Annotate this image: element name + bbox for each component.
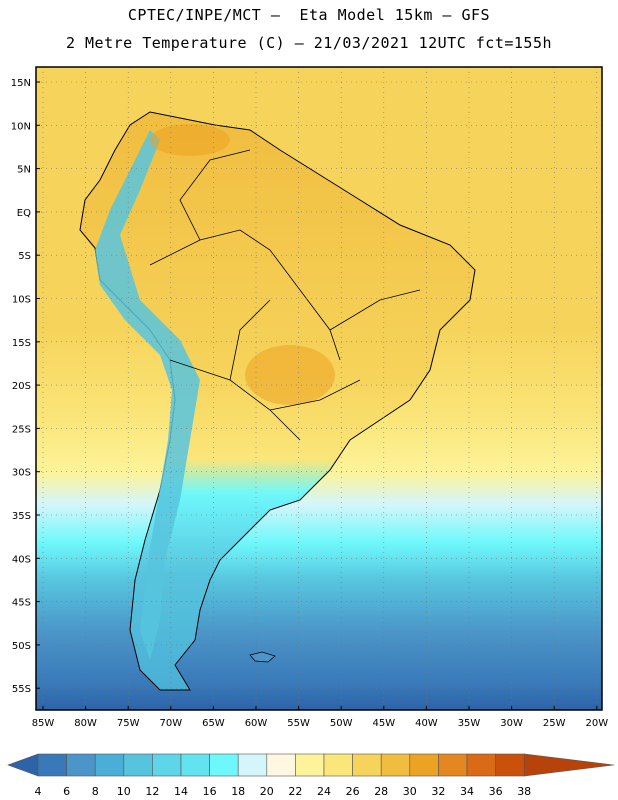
colorbar-label: 4 — [35, 785, 42, 798]
colorbar-label: 30 — [403, 785, 417, 798]
andes-cold-band — [95, 130, 200, 660]
colorbar-swatch — [180, 753, 210, 777]
colorbar-label: 34 — [460, 785, 474, 798]
longitude-label: 55W — [287, 718, 310, 729]
latitude-label: 5N — [17, 165, 31, 176]
colorbar-swatch — [94, 753, 125, 777]
chart-title-line1: CPTEC/INPE/MCT – Eta Model 15km – GFS — [127, 6, 491, 24]
colorbar-label: 22 — [288, 785, 302, 798]
latitude-label: 10S — [12, 295, 31, 306]
temperature-colorbar: 4 6 8 10 12 14 16 18 20 22 24 26 28 30 32 34 36 38 — [7, 753, 615, 798]
latitude-label: 35S — [12, 511, 31, 522]
longitude-label: 25W — [543, 718, 566, 729]
latitude-label: EQ — [17, 208, 31, 219]
colorbar-swatch — [409, 753, 439, 777]
colorbar-label: 20 — [260, 785, 274, 798]
longitude-label: 35W — [458, 718, 481, 729]
colorbar-label: 26 — [346, 785, 360, 798]
colorbar-swatch — [237, 753, 268, 777]
latitude-label: 15N — [11, 78, 31, 89]
colorbar-swatch — [295, 753, 325, 777]
longitude-label: 75W — [117, 718, 140, 729]
colorbar-swatch — [323, 753, 353, 777]
country-borders — [149, 149, 421, 441]
latitude-label: 10N — [11, 121, 31, 132]
map-frame — [35, 66, 603, 711]
colorbar-label: 14 — [174, 785, 188, 798]
colorbar-label: 28 — [374, 785, 388, 798]
colorbar-label: 32 — [431, 785, 445, 798]
longitude-label: 60W — [245, 718, 268, 729]
colorbar-label: 8 — [92, 785, 99, 798]
latitude-label: 25S — [12, 424, 31, 435]
colorbar-swatch — [495, 753, 525, 777]
longitude-label: 20W — [585, 718, 608, 729]
colorbar-swatch — [37, 753, 67, 777]
colorbar-label: 16 — [203, 785, 217, 798]
colorbar-label: 38 — [517, 785, 531, 798]
latitude-label: 20S — [12, 381, 31, 392]
longitude-label: 85W — [32, 718, 55, 729]
colorbar-arrow-left — [7, 753, 39, 777]
longitude-label: 50W — [330, 718, 353, 729]
colorbar-label: 24 — [317, 785, 331, 798]
longitude-label: 40W — [415, 718, 438, 729]
colorbar-label: 10 — [117, 785, 131, 798]
latitude-label: 50S — [12, 641, 31, 652]
colorbar-swatch — [438, 753, 468, 777]
latitude-labels: 15N 10N 5N EQ 5S 10S 15S 20S 25S 30S 35S 40S 45S 50S 5… — [11, 78, 40, 695]
longitude-label: 65W — [202, 718, 225, 729]
colorbar-swatch — [123, 753, 153, 777]
colorbar-arrow-right — [523, 753, 615, 777]
colorbar-swatch — [152, 753, 182, 777]
colorbar-swatch — [466, 753, 496, 777]
map-gridlines — [36, 67, 602, 710]
chart-title-line2: 2 Metre Temperature (C) – 21/03/2021 12U… — [65, 34, 553, 52]
longitude-label: 80W — [74, 718, 97, 729]
latitude-label: 40S — [12, 554, 31, 565]
colorbar-label: 18 — [231, 785, 245, 798]
latitude-label: 30S — [12, 468, 31, 479]
colorbar-swatch — [380, 753, 411, 777]
longitude-labels: 85W 80W 75W 70W 65W 60W 55W 50W 45W 40W 35W 30W 25W 2… — [32, 706, 608, 729]
longitude-label: 70W — [159, 718, 182, 729]
latitude-label: 5S — [18, 251, 31, 262]
colorbar-label: 6 — [63, 785, 70, 798]
colorbar-swatch — [66, 753, 96, 777]
warm-core-north — [150, 124, 230, 156]
latitude-label: 15S — [12, 338, 31, 349]
colorbar-label: 36 — [489, 785, 503, 798]
falkland-islands — [249, 651, 276, 663]
longitude-label: 45W — [372, 718, 395, 729]
latitude-label: 45S — [12, 598, 31, 609]
warm-core-interior — [245, 345, 335, 405]
latitude-label: 55S — [12, 684, 31, 695]
colorbar-swatch — [266, 753, 296, 777]
colorbar-label: 12 — [145, 785, 159, 798]
longitude-label: 30W — [500, 718, 523, 729]
colorbar-swatch — [352, 753, 382, 777]
colorbar-swatch — [209, 753, 239, 777]
